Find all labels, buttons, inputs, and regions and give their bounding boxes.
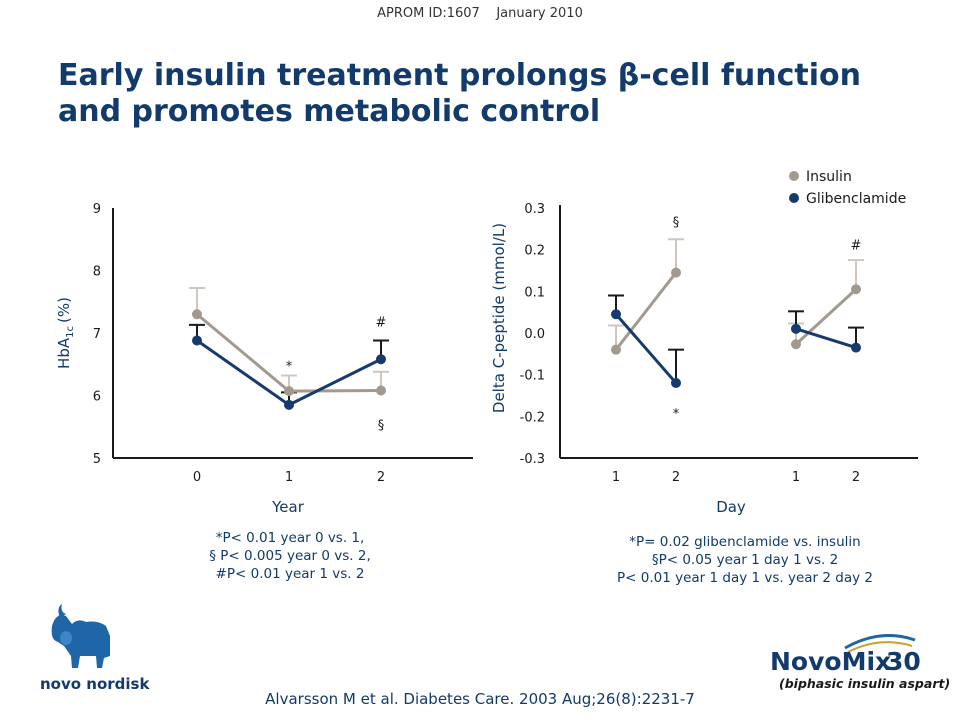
hba1c-y-ticks: 5 6 7 8 9 bbox=[93, 202, 101, 467]
novomix-swoosh-accent-icon bbox=[847, 641, 913, 653]
footnote-left-line-3: #P< 0.01 year 1 vs. 2 bbox=[215, 566, 365, 582]
footnote-left-line-1: *P< 0.01 year 0 vs. 1, bbox=[215, 530, 365, 546]
c-peptide-insulin-point bbox=[671, 267, 681, 278]
hba1c-insulin-point bbox=[192, 309, 202, 320]
hba1c-y-tick-label: 9 bbox=[93, 202, 101, 217]
hba1c-y-tick-label: 8 bbox=[93, 265, 101, 280]
c-peptide-y-tick-label: 0.0 bbox=[524, 327, 545, 342]
c-peptide-insulin-line bbox=[794, 288, 858, 346]
c-peptide-y-tick-label: -0.2 bbox=[520, 410, 545, 425]
hba1c-insulin-point bbox=[284, 386, 294, 397]
c-peptide-x-tick-label: 1 bbox=[612, 470, 620, 485]
hba1c-y-tick-label: 7 bbox=[93, 327, 101, 342]
c-peptide-x-axis-title: Day bbox=[716, 498, 746, 516]
hba1c-y-tick-label: 5 bbox=[93, 452, 101, 467]
page-title: Early insulin treatment prolongs β-cell … bbox=[58, 58, 938, 130]
legend-insulin-marker bbox=[789, 171, 799, 181]
hba1c-chart: 5 6 7 8 9 0 1 2 * # § Year HbA1c(%) bbox=[55, 202, 473, 516]
legend: Insulin Glibenclamide bbox=[789, 169, 906, 207]
c-peptide-y-tick-label: 0.3 bbox=[524, 202, 545, 217]
c-peptide-y-tick-label: 0.1 bbox=[524, 285, 545, 300]
c-peptide-x-ticks: 1 2 1 2 bbox=[612, 470, 860, 485]
apis-bull-icon bbox=[51, 604, 110, 668]
novomix-name: NovoMix bbox=[770, 647, 891, 676]
hba1c-y-axis-title: HbA1c(%) bbox=[55, 297, 76, 369]
hba1c-x-tick-label: 0 bbox=[193, 470, 201, 485]
hba1c-x-axis-title: Year bbox=[271, 498, 305, 516]
title-line-2: and promotes metabolic control bbox=[58, 94, 601, 129]
novomix-swoosh-icon bbox=[844, 634, 916, 650]
c-peptide-insulin-point bbox=[611, 344, 621, 355]
novo-nordisk-logo: novo nordisk bbox=[40, 604, 150, 693]
footnote-left: *P< 0.01 year 0 vs. 1, § P< 0.005 year 0… bbox=[140, 529, 440, 583]
header-id: APROM ID:1607 January 2010 bbox=[0, 6, 960, 21]
c-peptide-x-tick-label: 2 bbox=[852, 470, 860, 485]
hba1c-x-tick-label: 1 bbox=[285, 470, 293, 485]
c-peptide-significance-mark: # bbox=[851, 238, 862, 253]
hba1c-significance-mark: # bbox=[376, 316, 387, 331]
c-peptide-y-tick-label: 0.2 bbox=[524, 244, 545, 259]
legend-glibenclamide-marker bbox=[789, 193, 799, 203]
legend-glibenclamide-label: Glibenclamide bbox=[806, 191, 906, 207]
c-peptide-x-tick-label: 2 bbox=[672, 470, 680, 485]
c-peptide-glibenclamide-point bbox=[791, 323, 801, 334]
novo-nordisk-wordmark: novo nordisk bbox=[40, 675, 150, 693]
c-peptide-y-axis-title: Delta C-peptide (mmol/L) bbox=[490, 223, 508, 413]
footnote-right-line-2: §P< 0.05 year 1 day 1 vs. 2 bbox=[651, 552, 839, 568]
aprom-id: APROM ID:1607 bbox=[377, 6, 480, 21]
c-peptide-insulin-line bbox=[614, 271, 678, 351]
novomix-number: 30 bbox=[886, 647, 921, 676]
c-peptide-y-ticks: 0.3 0.2 0.1 0.0 -0.1 -0.2 -0.3 bbox=[520, 202, 545, 467]
hba1c-glibenclamide-point bbox=[192, 335, 202, 346]
c-peptide-glibenclamide-point bbox=[671, 378, 681, 388]
hba1c-glibenclamide-point bbox=[284, 399, 294, 410]
c-peptide-insulin-point bbox=[791, 339, 801, 350]
c-peptide-glibenclamide-line bbox=[614, 313, 678, 384]
legend-insulin-label: Insulin bbox=[806, 169, 852, 185]
footnote-right-line-1: *P= 0.02 glibenclamide vs. insulin bbox=[629, 534, 861, 550]
hba1c-significance-mark: * bbox=[286, 359, 293, 374]
footnote-left-line-2: § P< 0.005 year 0 vs. 2, bbox=[209, 548, 371, 564]
c-peptide-y-tick-label: -0.1 bbox=[520, 369, 545, 384]
c-peptide-significance-mark: * bbox=[673, 407, 680, 422]
c-peptide-glibenclamide-point bbox=[611, 309, 621, 320]
title-line-1: Early insulin treatment prolongs β-cell … bbox=[58, 58, 861, 93]
c-peptide-y-tick-label: -0.3 bbox=[520, 452, 545, 467]
novomix-subtitle: (biphasic insulin aspart) bbox=[779, 676, 950, 691]
hba1c-plot: * # § bbox=[189, 287, 389, 434]
hba1c-insulin-point bbox=[376, 385, 386, 396]
hba1c-x-ticks: 0 1 2 bbox=[193, 470, 385, 485]
c-peptide-insulin-point bbox=[851, 284, 861, 295]
c-peptide-significance-mark: § bbox=[673, 216, 680, 231]
c-peptide-glibenclamide-line bbox=[795, 327, 857, 350]
novomix-logo: NovoMix 30 (biphasic insulin aspart) bbox=[770, 634, 950, 691]
c-peptide-plot: § * # bbox=[608, 216, 864, 422]
hba1c-x-tick-label: 2 bbox=[377, 470, 385, 485]
header-date: January 2010 bbox=[496, 6, 583, 21]
citation: Alvarsson M et al. Diabetes Care. 2003 A… bbox=[265, 690, 695, 708]
hba1c-glibenclamide-point bbox=[376, 354, 386, 365]
c-peptide-chart: 0.3 0.2 0.1 0.0 -0.1 -0.2 -0.3 1 2 1 2 § * # Day De… bbox=[490, 202, 918, 516]
c-peptide-glibenclamide-point bbox=[851, 342, 861, 353]
hba1c-y-tick-label: 6 bbox=[93, 390, 101, 405]
footnote-right-line-3: P< 0.01 year 1 day 1 vs. year 2 day 2 bbox=[617, 570, 873, 586]
footnote-right: *P= 0.02 glibenclamide vs. insulin §P< 0… bbox=[560, 533, 930, 587]
c-peptide-x-tick-label: 1 bbox=[792, 470, 800, 485]
hba1c-significance-mark: § bbox=[378, 419, 385, 434]
